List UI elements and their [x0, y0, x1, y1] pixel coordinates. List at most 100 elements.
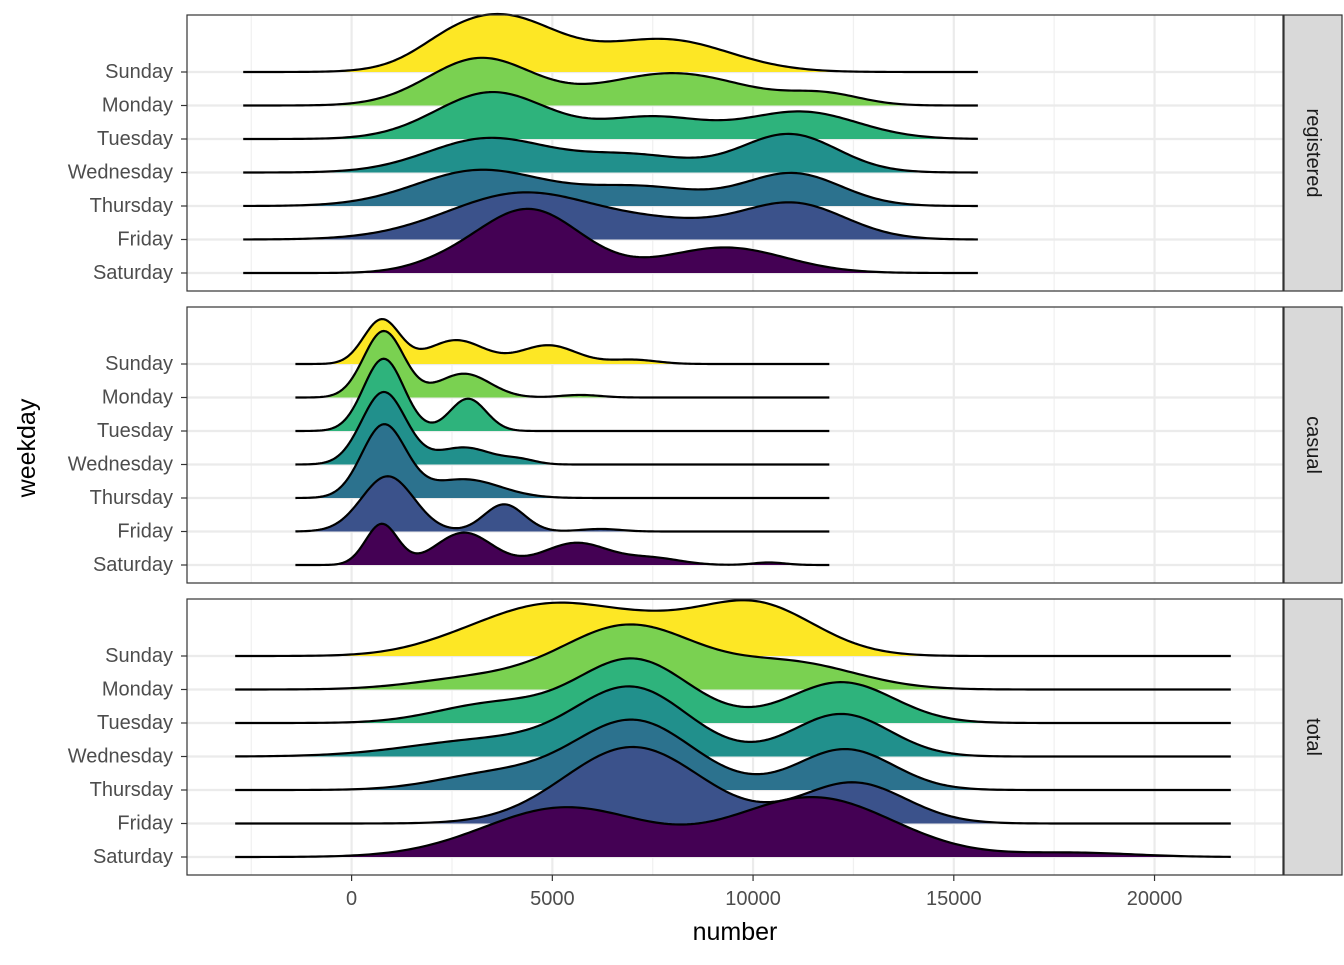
ridge-total-saturday [235, 796, 1231, 859]
y-tick-label: Thursday [90, 195, 173, 217]
ridge-outline [235, 745, 1231, 825]
ridge-fill [243, 14, 978, 73]
ridge-fill [235, 747, 1231, 824]
y-tick-label: Tuesday [97, 420, 173, 442]
ridge-outline [243, 90, 978, 141]
y-tick-label: Friday [117, 521, 173, 543]
y-tick-label: Sunday [105, 645, 173, 667]
y-tick-label: Saturday [93, 262, 173, 284]
ridge-fill [243, 192, 978, 240]
ridges [295, 317, 830, 567]
ridge-casual-thursday [295, 423, 830, 500]
y-tick-label: Friday [117, 813, 173, 835]
ridge-casual-monday [295, 329, 830, 399]
ridge-fill [243, 169, 978, 206]
ridge-fill [243, 208, 978, 273]
ridge-outline [235, 718, 1231, 792]
ridge-registered-sunday [243, 12, 978, 74]
facet-panel-casual: casual [186, 306, 1343, 584]
facet-panel-registered: registered [186, 12, 1343, 292]
ridge-outline [295, 423, 830, 500]
y-tick-label: Wednesday [68, 162, 173, 184]
ridge-fill [235, 797, 1231, 857]
y-tick-label: Thursday [90, 487, 173, 509]
y-tick-label: Monday [102, 679, 173, 701]
facet-strip-label: casual [1302, 416, 1324, 474]
ridge-casual-saturday [295, 522, 830, 567]
y-tick-label: Saturday [93, 554, 173, 576]
ridge-total-tuesday [235, 657, 1231, 725]
ridge-outline [243, 191, 978, 241]
facet-panel-total: total [186, 598, 1343, 876]
ridge-fill [235, 600, 1231, 656]
y-tick-label: Monday [102, 95, 173, 117]
ridge-registered-saturday [243, 207, 978, 275]
facet-strip-label: registered [1302, 109, 1324, 198]
y-tick-label: Sunday [105, 61, 173, 83]
y-axis-title: weekday [13, 398, 41, 498]
ridge-outline [243, 132, 978, 174]
ridge-registered-wednesday [243, 132, 978, 174]
ridge-outline [243, 56, 978, 107]
x-tick-label: 10000 [725, 888, 781, 910]
y-tick-label: Thursday [90, 779, 173, 801]
panel-border [186, 598, 1284, 876]
facet-strip [1283, 306, 1343, 584]
y-tick-label: Tuesday [97, 128, 173, 150]
x-tick-label: 5000 [530, 888, 575, 910]
ridge-total-sunday [235, 599, 1231, 658]
ridge-outline [295, 329, 830, 399]
ridge-total-friday [235, 745, 1231, 825]
ridge-outline [295, 475, 830, 533]
ridges [235, 599, 1231, 859]
x-tick-label: 0 [346, 888, 357, 910]
ridge-fill [235, 686, 1231, 757]
ridge-fill [295, 358, 830, 431]
x-tick-label: 15000 [926, 888, 982, 910]
ridge-fill [243, 92, 978, 139]
panel-border [186, 14, 1284, 292]
ridge-registered-monday [243, 56, 978, 107]
ridge-fill [295, 391, 830, 465]
ridge-total-thursday [235, 718, 1231, 792]
ridge-casual-sunday [295, 317, 830, 366]
ridge-casual-tuesday [295, 357, 830, 433]
ridge-registered-friday [243, 191, 978, 241]
ridge-fill [295, 330, 830, 398]
ridge-outline [295, 522, 830, 567]
ridge-outline [295, 390, 830, 466]
ridge-outline [243, 168, 978, 208]
ridges [243, 12, 978, 275]
ridge-registered-tuesday [243, 90, 978, 141]
x-tick-label: 20000 [1127, 888, 1183, 910]
ridge-fill [295, 319, 830, 364]
ridge-outline [243, 12, 978, 74]
ridge-outline [235, 657, 1231, 725]
ridge-total-wednesday [235, 685, 1231, 758]
ridge-casual-friday [295, 475, 830, 533]
facet-strip [1283, 598, 1343, 876]
ridge-fill [235, 658, 1231, 723]
ridge-outline [235, 623, 1231, 691]
panel-border [186, 306, 1284, 584]
ridge-casual-wednesday [295, 390, 830, 466]
ridge-registered-thursday [243, 168, 978, 208]
ridge-total-monday [235, 623, 1231, 691]
ridge-fill [295, 523, 830, 565]
ridge-outline [235, 796, 1231, 859]
x-axis-title: number [693, 918, 778, 946]
facet-strip-label: total [1302, 718, 1324, 756]
y-tick-label: Monday [102, 387, 173, 409]
y-tick-label: Tuesday [97, 712, 173, 734]
ridge-outline [235, 599, 1231, 658]
ridge-outline [295, 357, 830, 433]
facet-strip [1283, 14, 1343, 292]
y-tick-label: Sunday [105, 353, 173, 375]
y-tick-label: Saturday [93, 846, 173, 868]
y-tick-label: Wednesday [68, 746, 173, 768]
ridge-fill [295, 424, 830, 498]
ridge-outline [295, 317, 830, 366]
ridge-outline [243, 207, 978, 275]
